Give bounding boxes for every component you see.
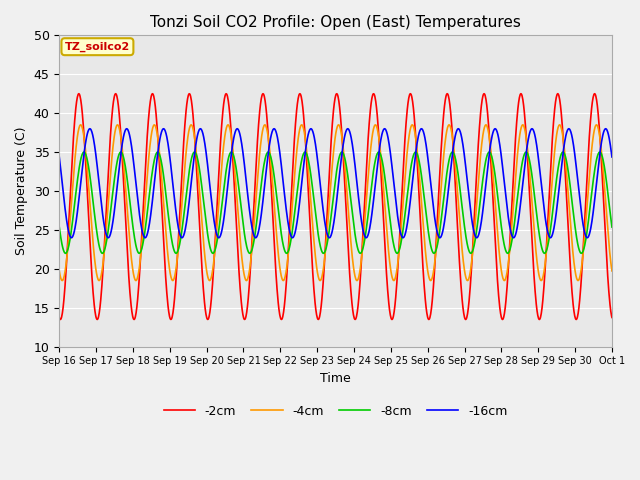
-2cm: [165, 309, 173, 314]
-16cm: [165, 146, 173, 152]
-16cm: [495, 133, 502, 139]
-2cm: [240, 316, 248, 322]
-8cm: [241, 231, 248, 237]
-8cm: [422, 211, 430, 216]
-8cm: [227, 149, 235, 155]
-8cm: [56, 224, 63, 230]
-4cm: [165, 260, 173, 266]
X-axis label: Time: Time: [320, 372, 351, 385]
-2cm: [536, 317, 543, 323]
-16cm: [240, 158, 248, 164]
Line: -8cm: -8cm: [60, 152, 612, 253]
-16cm: [608, 154, 616, 160]
Y-axis label: Soil Temperature (C): Soil Temperature (C): [15, 127, 28, 255]
-16cm: [436, 235, 444, 240]
-4cm: [445, 122, 453, 128]
-8cm: [165, 216, 173, 221]
Line: -2cm: -2cm: [60, 94, 612, 320]
-16cm: [179, 235, 186, 240]
-4cm: [427, 277, 435, 283]
-2cm: [179, 165, 186, 171]
-4cm: [608, 268, 616, 274]
-2cm: [493, 277, 501, 283]
-4cm: [422, 247, 429, 253]
-8cm: [179, 226, 186, 231]
-2cm: [56, 314, 63, 320]
-4cm: [56, 268, 63, 274]
-8cm: [608, 224, 616, 230]
Line: -16cm: -16cm: [60, 129, 612, 238]
-2cm: [608, 314, 616, 320]
-16cm: [418, 126, 426, 132]
-2cm: [543, 240, 550, 246]
-4cm: [240, 271, 248, 277]
-16cm: [543, 226, 551, 232]
-8cm: [495, 198, 502, 204]
Line: -4cm: -4cm: [60, 125, 612, 280]
Text: TZ_soilco2: TZ_soilco2: [65, 42, 130, 52]
-4cm: [179, 197, 186, 203]
-4cm: [495, 239, 502, 245]
Title: Tonzi Soil CO2 Profile: Open (East) Temperatures: Tonzi Soil CO2 Profile: Open (East) Temp…: [150, 15, 521, 30]
-16cm: [56, 154, 63, 160]
-2cm: [422, 297, 429, 302]
Legend: -2cm, -4cm, -8cm, -16cm: -2cm, -4cm, -8cm, -16cm: [159, 400, 513, 423]
-4cm: [543, 242, 551, 248]
-16cm: [422, 139, 429, 145]
-8cm: [246, 251, 253, 256]
-8cm: [543, 246, 551, 252]
-2cm: [554, 91, 562, 96]
